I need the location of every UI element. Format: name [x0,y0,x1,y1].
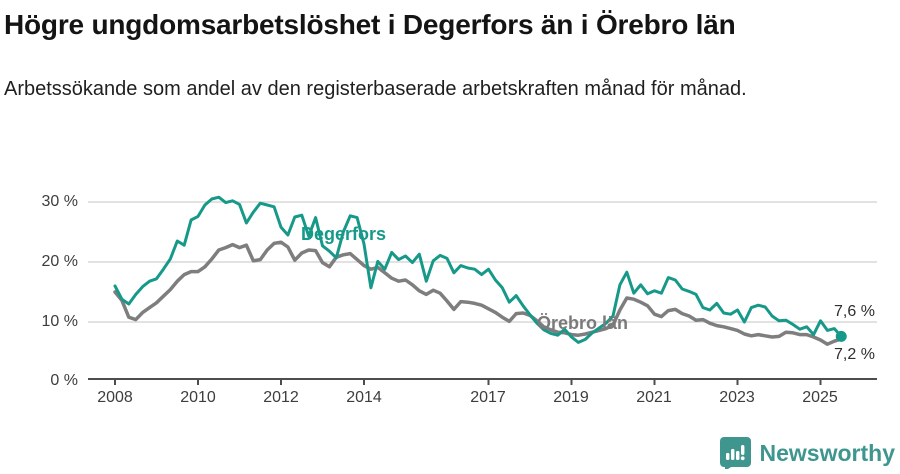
y-axis-tick-label: 10 % [41,313,78,330]
x-axis-tick-label: 2012 [263,389,299,406]
page-subtitle: Arbetssökande som andel av den registerb… [4,78,747,100]
series-line-degerfors [113,195,843,344]
x-axis-tick-label: 2023 [719,389,755,406]
x-axis-tick-label: 2008 [97,389,133,406]
newsworthy-brand-text: Newsworthy [759,439,895,466]
x-axis-tick-label: 2025 [802,389,838,406]
x-axis-tick-label: 2021 [636,389,672,406]
series-line-orebro [113,240,844,346]
series-end-dot [835,330,847,342]
x-axis-tick-label: 2010 [180,389,216,406]
series-label-orebro: Örebro län [537,313,629,333]
end-value-orebro: 7,2 % [834,346,875,363]
newsworthy-logo-icon [719,437,751,469]
series-label-degerfors: Degerfors [301,224,387,244]
x-axis-tick-label: 2019 [553,389,589,406]
x-axis-tick-label: 2014 [346,389,382,406]
end-value-degerfors: 7,6 % [834,303,875,320]
newsworthy-brand: Newsworthy [719,437,895,469]
y-axis-tick-label: 0 % [50,372,78,389]
page-title: Högre ungdomsarbetslöshet i Degerfors än… [4,9,736,40]
y-axis-tick-label: 20 % [41,253,78,270]
x-axis-tick-label: 2017 [470,389,506,406]
y-axis-tick-label: 30 % [41,193,78,210]
